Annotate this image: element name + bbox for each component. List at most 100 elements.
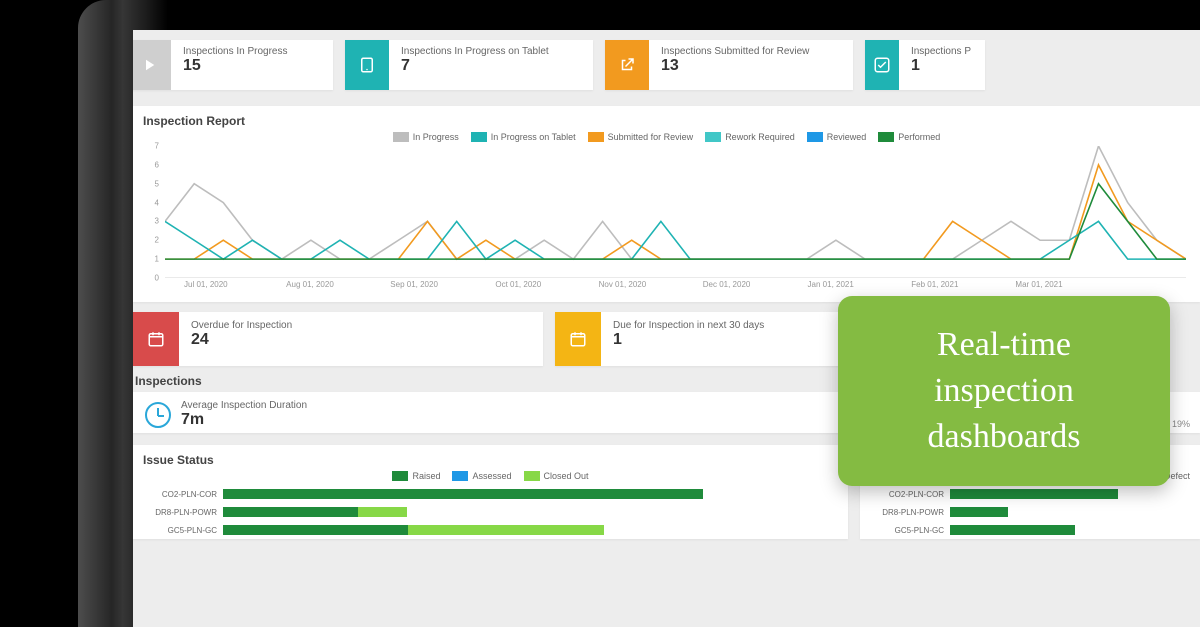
kpi-card[interactable]: Inspections In Progress on Tablet7	[345, 40, 593, 90]
x-tick: Jul 01, 2020	[184, 280, 228, 289]
bar-track	[950, 505, 1190, 519]
legend-label: Assessed	[472, 471, 511, 481]
kpi-label: Inspections In Progress on Tablet	[401, 46, 549, 57]
legend-item[interactable]: In Progress	[393, 132, 459, 142]
overlay-badge: Real-time inspection dashboards	[838, 296, 1170, 486]
kpi-card[interactable]: Inspections P1	[865, 40, 985, 90]
legend-label: Closed Out	[544, 471, 589, 481]
calendar-icon	[555, 312, 601, 366]
chart-plot-area	[165, 146, 1186, 278]
bar-segment	[950, 489, 1118, 499]
kpi-label: Inspections Submitted for Review	[661, 46, 809, 57]
issue-status-title: Issue Status	[143, 453, 838, 467]
x-tick: Oct 01, 2020	[495, 280, 541, 289]
legend-item[interactable]: In Progress on Tablet	[471, 132, 576, 142]
due-card[interactable]: Overdue for Inspection24	[133, 312, 543, 366]
bar-segment	[408, 525, 605, 535]
bar-segment	[950, 507, 1008, 517]
due-value: 24	[191, 331, 292, 349]
bar-track	[950, 523, 1190, 537]
issue-status-panel: Issue Status Raised Assessed Closed Out CO…	[133, 445, 848, 539]
legend-label: Rework Required	[725, 132, 795, 142]
y-tick: 5	[155, 179, 159, 188]
bar-label: DR8-PLN-POWR	[870, 508, 950, 517]
avg-duration-label: Average Inspection Duration	[181, 400, 307, 411]
legend-label: Raised	[412, 471, 440, 481]
kpi-value: 15	[183, 57, 288, 75]
x-axis: Jul 01, 2020 Aug 01, 2020 Sep 01, 2020 Oct …	[165, 280, 1186, 296]
kpi-row: Inspections In Progress15Inspections In …	[133, 30, 1200, 100]
x-tick: Aug 01, 2020	[286, 280, 334, 289]
kpi-value: 1	[911, 57, 971, 75]
y-tick: 6	[155, 160, 159, 169]
kpi-card[interactable]: Inspections Submitted for Review13	[605, 40, 853, 90]
y-tick: 7	[155, 142, 159, 151]
y-tick: 0	[155, 274, 159, 283]
legend-item[interactable]: Performed	[878, 132, 940, 142]
legend-label: Submitted for Review	[608, 132, 694, 142]
overlay-text: Real-time inspection dashboards	[864, 322, 1144, 460]
avg-duration-value: 7m	[181, 411, 307, 429]
due-label: Overdue for Inspection	[191, 320, 292, 331]
x-tick: Jan 01, 2021	[808, 280, 854, 289]
legend-item[interactable]: Closed Out	[524, 471, 589, 481]
inspection-report-panel: Inspection Report In ProgressIn Progress…	[133, 106, 1200, 302]
legend-label: Performed	[898, 132, 940, 142]
legend-item[interactable]: Submitted for Review	[588, 132, 694, 142]
bar-label: CO2-PLN-COR	[143, 490, 223, 499]
y-tick: 1	[155, 255, 159, 264]
bar-track	[950, 487, 1190, 501]
inspection-report-title: Inspection Report	[143, 114, 1190, 128]
y-tick: 2	[155, 236, 159, 245]
bar-row: GC5-PLN-GC	[870, 521, 1190, 539]
issue-status-legend: Raised Assessed Closed Out	[143, 471, 838, 481]
bar-segment	[223, 525, 408, 535]
y-tick: 3	[155, 217, 159, 226]
clock-icon	[145, 402, 171, 428]
x-tick: Mar 01, 2021	[1015, 280, 1062, 289]
bar-row: CO2-PLN-COR	[870, 485, 1190, 503]
share-icon	[605, 40, 649, 90]
bar-label: GC5-PLN-GC	[143, 526, 223, 535]
calendar-icon	[133, 312, 179, 366]
kpi-card[interactable]: Inspections In Progress15	[133, 40, 333, 90]
bar-row: CO2-PLN-COR	[143, 485, 838, 503]
legend-item[interactable]: Raised	[392, 471, 440, 481]
x-tick: Nov 01, 2020	[599, 280, 647, 289]
y-axis: 01234567	[143, 146, 161, 278]
x-tick: Feb 01, 2021	[911, 280, 958, 289]
kpi-value: 13	[661, 57, 809, 75]
y-tick: 4	[155, 198, 159, 207]
kpi-label: Inspections P	[911, 46, 971, 57]
bar-track	[223, 505, 838, 519]
legend-item[interactable]: Rework Required	[705, 132, 795, 142]
bar-label: CO2-PLN-COR	[870, 490, 950, 499]
bar-segment	[358, 507, 407, 517]
x-tick: Sep 01, 2020	[390, 280, 438, 289]
bar-label: DR8-PLN-POWR	[143, 508, 223, 517]
bar-row: DR8-PLN-POWR	[870, 503, 1190, 521]
tablet-icon	[345, 40, 389, 90]
bar-label: GC5-PLN-GC	[870, 526, 950, 535]
bar-track	[223, 523, 838, 537]
due-value: 1	[613, 331, 764, 349]
legend-item[interactable]: Reviewed	[807, 132, 867, 142]
legend-item[interactable]: Assessed	[452, 471, 511, 481]
issue-status-bars: CO2-PLN-COR DR8-PLN-POWR GC5-PLN-GC	[143, 485, 838, 539]
kpi-value: 7	[401, 57, 549, 75]
bar-segment	[223, 489, 703, 499]
x-tick: Dec 01, 2020	[703, 280, 751, 289]
bar-row: GC5-PLN-GC	[143, 521, 838, 539]
bar-track	[223, 487, 838, 501]
kpi-label: Inspections In Progress	[183, 46, 288, 57]
check-icon	[865, 40, 899, 90]
inspection-report-chart: 01234567 Jul 01, 2020Aug 01, 2020Sep 01,…	[143, 146, 1190, 296]
bar-segment	[223, 507, 358, 517]
issue-priority-bars: CO2-PLN-COR DR8-PLN-POWR GC5-PLN-GC	[870, 485, 1190, 539]
bar-segment	[950, 525, 1075, 535]
inspection-report-legend: In Progress In Progress on Tablet Submitte…	[143, 132, 1190, 142]
due-label: Due for Inspection in next 30 days	[613, 320, 764, 331]
play-icon	[133, 40, 171, 90]
bar-row: DR8-PLN-POWR	[143, 503, 838, 521]
legend-label: Reviewed	[827, 132, 867, 142]
